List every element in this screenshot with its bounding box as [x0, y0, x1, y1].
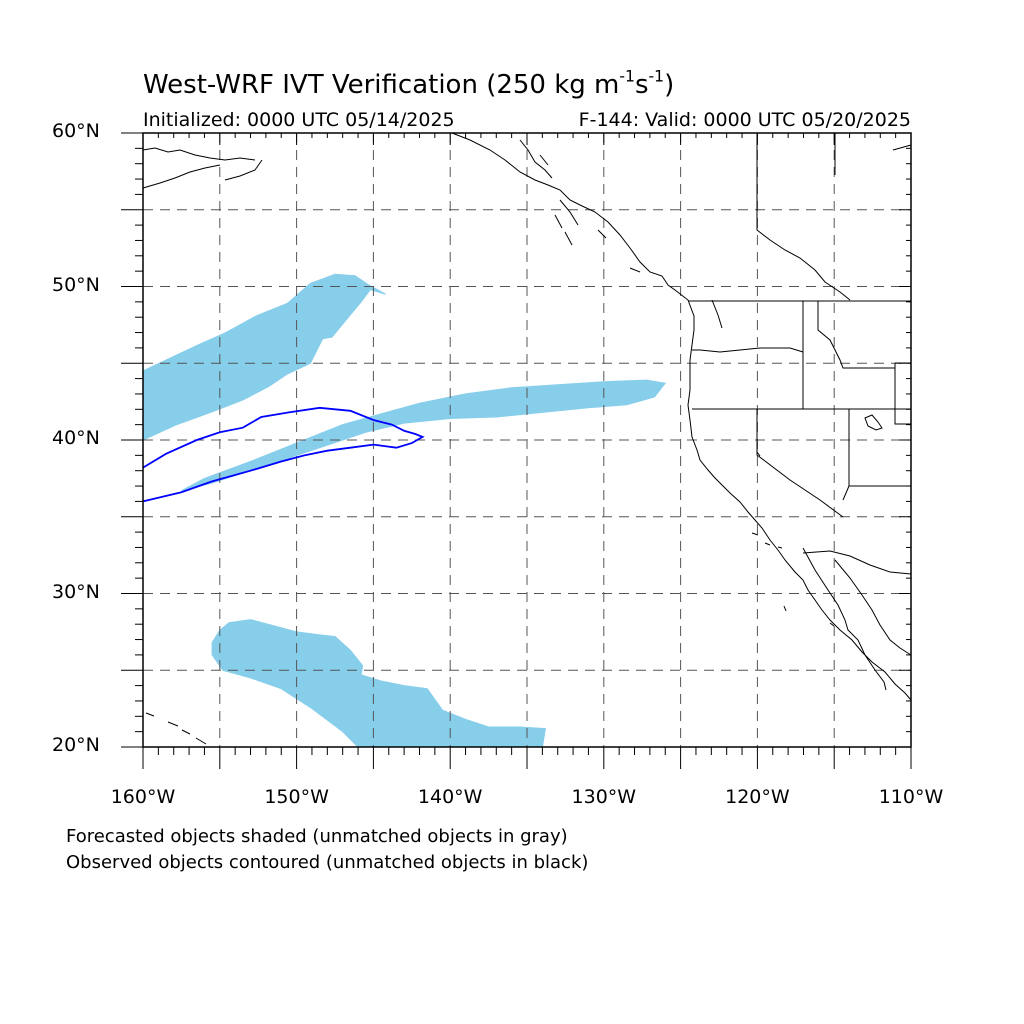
inland-boundary-canada — [756, 133, 912, 301]
lon-label: 110°W — [878, 786, 944, 808]
initialized-label: Initialized: 0000 UTC 05/14/2025 — [143, 109, 455, 131]
observed-object-contour — [142, 406, 425, 503]
lat-label: 30°N — [52, 580, 100, 603]
lon-label: 160°W — [110, 786, 176, 808]
hawaii-islands — [145, 712, 207, 745]
lon-label: 140°W — [417, 786, 483, 808]
state-line-ca-nv — [756, 409, 844, 518]
mexico-border — [802, 550, 912, 575]
coastline-pacific — [451, 132, 912, 701]
lat-label: 60°N — [52, 120, 100, 142]
baja-peninsula — [802, 547, 887, 691]
gulf-of-california-east — [834, 559, 912, 656]
axis-ticks — [121, 132, 912, 769]
great-salt-lake — [864, 414, 883, 431]
forecast-object-north — [142, 273, 386, 441]
state-line-idaho — [802, 301, 911, 425]
lon-label: 150°W — [264, 786, 329, 808]
forecast-object-south — [211, 619, 546, 748]
lon-label: 120°W — [725, 786, 790, 808]
state-line-wa-or — [692, 347, 804, 353]
valid-time-label: F-144: Valid: 0000 UTC 05/20/2025 — [578, 109, 911, 131]
state-line-nevada-arizona — [842, 409, 911, 501]
footnote-observed: Observed objects contoured (unmatched ob… — [66, 852, 589, 873]
islands-northwest — [519, 139, 723, 329]
lake-tahoe — [756, 451, 761, 457]
lon-label: 130°W — [571, 786, 637, 808]
lat-label: 50°N — [52, 273, 100, 296]
lat-label: 40°N — [52, 427, 100, 449]
lat-label: 20°N — [52, 734, 100, 756]
channel-islands — [751, 532, 835, 627]
coastline-layer — [142, 132, 912, 745]
observed-objects-layer — [142, 406, 425, 503]
footnote-forecast: Forecasted objects shaded (unmatched obj… — [66, 826, 568, 847]
alaska-coast — [142, 147, 263, 189]
forecast-objects-layer — [142, 273, 667, 748]
chart-title: West-WRF IVT Verification (250 kg m-1s-1… — [143, 67, 675, 100]
forecast-object-central — [181, 379, 667, 492]
